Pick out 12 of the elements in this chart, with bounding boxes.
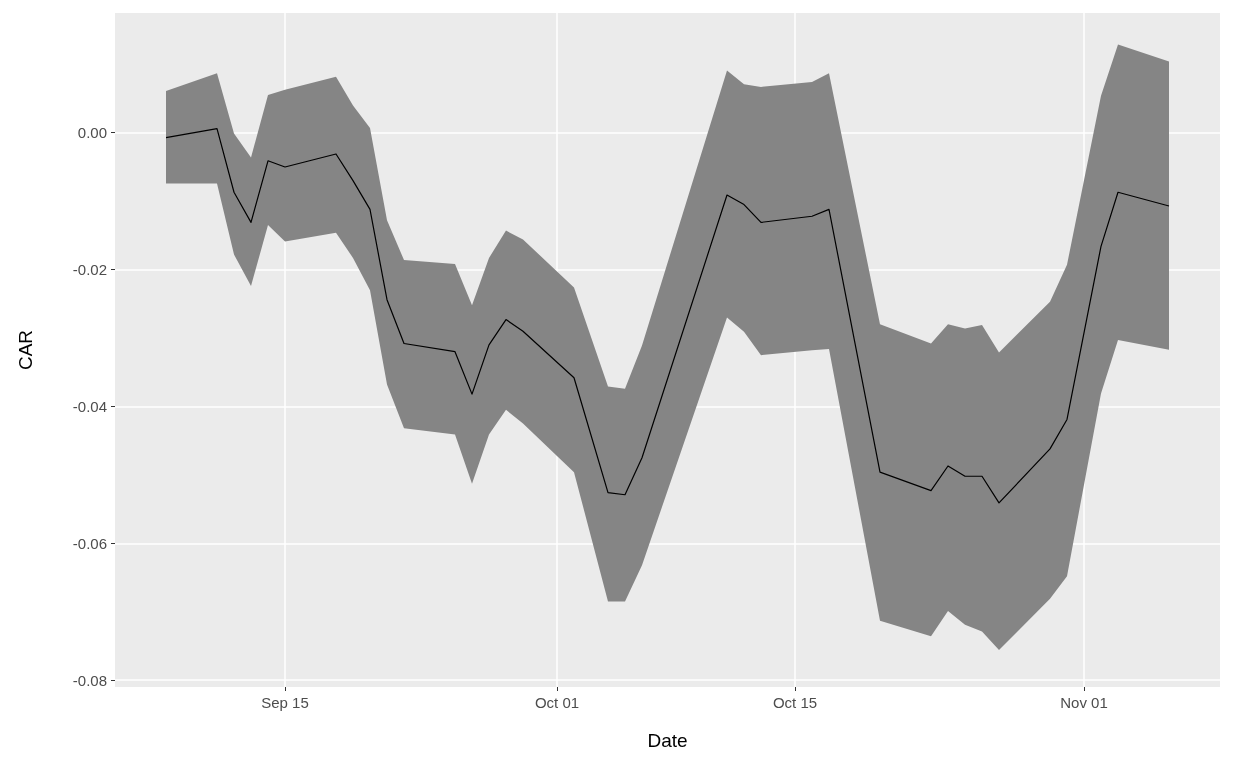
y-tick-label: -0.08 — [72, 671, 107, 689]
y-axis-title: CAR — [15, 329, 36, 371]
y-tick-label: -0.04 — [72, 397, 107, 415]
y-tick-label: 0.00 — [77, 124, 107, 142]
y-tick-label: -0.06 — [72, 534, 107, 552]
y-tick-label: -0.02 — [72, 261, 107, 279]
x-tick-label: Nov 01 — [1060, 694, 1108, 711]
x-tick-label: Sep 15 — [261, 694, 309, 711]
x-tick-label: Oct 15 — [772, 694, 818, 711]
x-tick-label: Oct 01 — [534, 694, 580, 711]
line-series — [165, 128, 1170, 504]
x-axis-title: Date — [647, 730, 688, 751]
